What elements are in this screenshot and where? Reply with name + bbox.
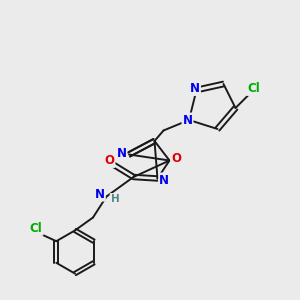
Text: N: N (159, 173, 169, 187)
Text: H: H (110, 194, 119, 204)
Text: N: N (95, 188, 105, 201)
Text: O: O (104, 154, 115, 167)
Text: N: N (182, 113, 193, 127)
Text: Cl: Cl (247, 82, 260, 95)
Text: N: N (190, 82, 200, 95)
Text: Cl: Cl (30, 222, 43, 235)
Text: O: O (171, 152, 181, 166)
Text: N: N (116, 146, 127, 160)
